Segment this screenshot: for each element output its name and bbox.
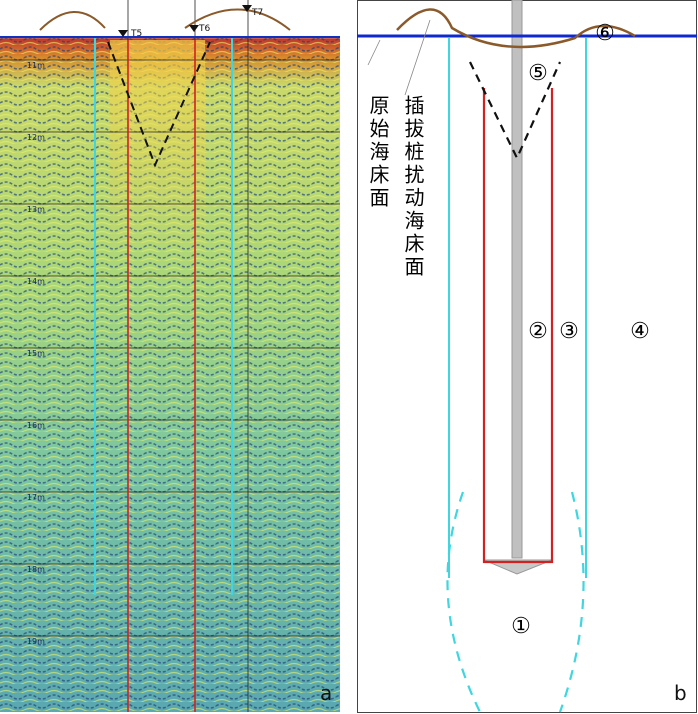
depth-label: -13m bbox=[24, 205, 45, 214]
panel-a: T5 T6 T7 -11m -12m -13m -14m -15m -16m -17m -18… bbox=[0, 0, 340, 712]
depth-label: -11m bbox=[24, 61, 45, 70]
pile-tip bbox=[483, 559, 553, 575]
pile bbox=[511, 0, 523, 559]
red-boundary bbox=[482, 88, 554, 564]
panel-b: 原始海床面 插拔桩扰动海床面 ① ② ③ ④ ⑤ ⑥ b bbox=[357, 0, 697, 713]
depth-label: -12m bbox=[24, 133, 45, 142]
zone-label: ③ bbox=[559, 319, 579, 344]
depth-label: -17m bbox=[24, 493, 45, 502]
depth-label: -19m bbox=[24, 637, 45, 646]
marker-label: T6 bbox=[198, 24, 210, 34]
v-boundary bbox=[469, 61, 562, 161]
cyan-boundary bbox=[448, 38, 587, 578]
leader-lines bbox=[367, 19, 431, 96]
zone-label: ⑤ bbox=[528, 61, 548, 86]
depth-label: -15m bbox=[24, 349, 45, 358]
marker-label: T5 bbox=[130, 29, 142, 39]
disturbed-zone bbox=[110, 40, 205, 260]
depth-labels: -11m -12m -13m -14m -15m -16m -17m -18m -19m bbox=[24, 61, 45, 646]
depth-label: -18m bbox=[24, 565, 45, 574]
zone-label: ① bbox=[511, 614, 531, 639]
depth-label: -14m bbox=[24, 277, 45, 286]
panel-label: b bbox=[674, 681, 687, 705]
zone-label: ② bbox=[528, 319, 548, 344]
dashed-ellipse bbox=[446, 491, 585, 713]
depth-label: -16m bbox=[24, 421, 45, 430]
disturbed-seabed bbox=[39, 8, 291, 31]
grid bbox=[0, 0, 340, 712]
zone-label: ④ bbox=[630, 319, 650, 344]
original-seabed-label: 原始海床面 bbox=[366, 95, 390, 210]
panel-label: a bbox=[320, 681, 332, 705]
zone-label: ⑥ bbox=[595, 21, 615, 46]
disturbed-seabed-line bbox=[396, 8, 636, 49]
panel-frame bbox=[357, 0, 697, 713]
v-boundary bbox=[107, 41, 211, 168]
disturbed-seabed-label: 插拔桩扰动海床面 bbox=[401, 95, 425, 279]
marker-label: T7 bbox=[251, 8, 263, 18]
